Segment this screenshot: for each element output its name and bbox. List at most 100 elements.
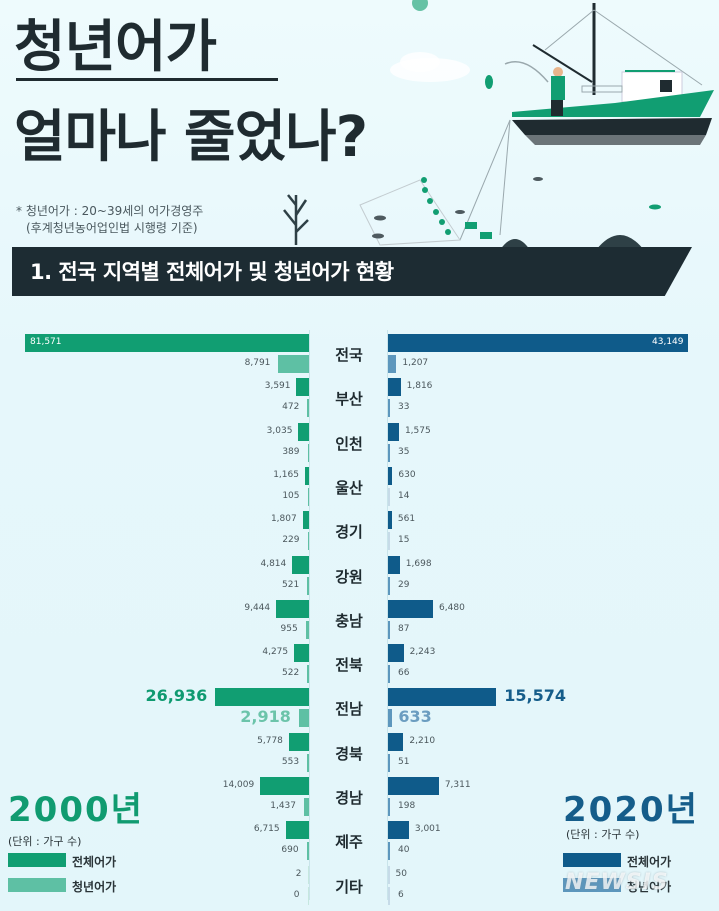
region-label: 강원	[335, 567, 363, 586]
bar-2020-youth	[388, 399, 390, 418]
bar-2000-youth	[307, 753, 309, 772]
value-2020-total: 15,574	[504, 686, 567, 706]
value-2000-youth: 0	[293, 889, 300, 900]
region-label: 경기	[335, 523, 363, 542]
bar-2020-youth	[388, 665, 390, 684]
value-2020-total: 630	[398, 469, 416, 480]
value-2000-youth: 105	[282, 490, 300, 501]
bar-2000-youth	[305, 620, 309, 639]
bar-2000-total	[302, 511, 309, 530]
value-2020-youth: 1,207	[402, 358, 429, 368]
bar-2020-total	[388, 378, 401, 397]
value-2020-total: 43,149	[652, 337, 684, 347]
bar-2020-youth	[388, 842, 390, 861]
value-2000-total: 9,444	[244, 602, 271, 613]
bar-2000-total	[292, 555, 309, 574]
value-2000-youth: 690	[281, 845, 299, 856]
bar-2000-total	[304, 466, 309, 485]
value-2000-youth: 229	[282, 535, 300, 546]
chart-row: 4,814 521 1,698 29 강원	[0, 555, 719, 600]
bar-2020-youth	[388, 753, 390, 772]
bar-2020-total	[388, 422, 399, 441]
bar-2020-total	[388, 511, 392, 530]
value-2000-total: 6,715	[253, 824, 280, 835]
region-label: 충남	[335, 611, 363, 630]
region-label: 경남	[335, 789, 363, 807]
bar-2020-youth	[388, 487, 390, 506]
bar-2020-youth	[388, 355, 397, 373]
bar-2000-youth	[307, 665, 309, 684]
chart-row: 2 0 50 6 기타	[0, 865, 719, 910]
legend-swatch-total-2020	[563, 853, 621, 867]
region-label: 전국	[335, 346, 363, 364]
value-2000-total: 4,275	[262, 647, 289, 658]
value-2020-total: 1,575	[404, 425, 431, 436]
bar-2020-total	[388, 466, 393, 485]
region-label: 부산	[335, 390, 363, 409]
value-2020-total: 2,243	[409, 647, 436, 658]
value-2020-youth: 35	[398, 446, 410, 457]
bar-2000-youth	[307, 399, 309, 418]
footnote-line1: * 청년어가 : 20~39세의 어가경영주	[16, 204, 204, 218]
bar-2020-total	[388, 555, 400, 574]
value-2000-youth: 522	[282, 668, 300, 679]
legend-swatch-youth-2000	[8, 878, 66, 892]
value-2020-youth: 87	[398, 623, 410, 634]
bar-2000-total	[296, 378, 309, 397]
value-2000-total: 1,807	[270, 514, 297, 525]
region-label: 전북	[335, 656, 363, 675]
region-label: 경북	[335, 744, 363, 763]
region-label: 기타	[335, 877, 363, 896]
bar-2000-youth	[278, 355, 309, 373]
value-2020-total: 50	[395, 868, 407, 879]
bar-2020-total	[388, 821, 409, 840]
bar-2000-youth	[307, 487, 309, 506]
bar-2000-total	[288, 732, 309, 751]
year-2020-label: 2020년	[563, 790, 699, 830]
bar-2020-youth	[388, 443, 390, 462]
title-line2: 얼마나 줄었나?	[14, 105, 368, 170]
chart-row: 14,009 1,437 7,311 198 경남	[0, 777, 719, 821]
legend-label-total-2000: 전체어가	[72, 855, 117, 869]
value-2020-total: 6,480	[439, 602, 465, 613]
bar-2020-youth	[388, 709, 393, 728]
value-2020-total: 1,698	[405, 558, 432, 569]
value-2020-youth: 6	[398, 889, 404, 900]
title-divider	[16, 78, 278, 81]
value-2000-total: 3,035	[266, 425, 293, 436]
bar-2020-total	[388, 644, 404, 663]
bar-2000-youth	[306, 842, 309, 861]
value-2000-total: 4,814	[260, 558, 287, 569]
value-2000-total: 2	[295, 868, 302, 879]
bar-2020-total	[388, 865, 390, 884]
year-2000-label: 2000년	[8, 790, 144, 830]
chart-row: 5,778 553 2,210 51 경북	[0, 732, 719, 777]
value-2000-total: 26,936	[145, 686, 208, 706]
section-title: 1. 전국 지역별 전체어가 및 청년어가 현황	[30, 260, 394, 284]
bar-2000-total	[276, 599, 309, 618]
bar-2000-youth	[298, 709, 309, 728]
unit-right: (단위 : 가구 수)	[566, 828, 640, 841]
value-2000-youth: 1,437	[270, 801, 296, 811]
value-2020-youth: 198	[398, 801, 416, 811]
chart-row: 1,165 105 630 14 울산	[0, 466, 719, 511]
chart-row: 4,275 522 2,243 66 전북	[0, 644, 719, 688]
value-2000-youth: 472	[282, 402, 300, 413]
value-2000-total: 81,571	[30, 337, 62, 347]
bar-2000-total	[307, 865, 309, 884]
bar-2020-youth	[388, 576, 390, 595]
bar-2000-total	[294, 644, 309, 663]
bar-2020-total	[388, 599, 434, 618]
value-2000-total: 1,165	[273, 469, 299, 480]
legend-label-youth-2000: 청년어가	[72, 880, 117, 894]
value-2020-youth: 33	[398, 402, 410, 413]
legend-swatch-total-2000	[8, 853, 66, 867]
footnote-line2: (후계청년농어업인법 시행령 기준)	[26, 221, 198, 235]
section-banner	[12, 247, 692, 296]
value-2000-total: 14,009	[222, 780, 255, 790]
region-label: 울산	[335, 478, 363, 497]
bar-2000-total	[260, 777, 309, 795]
region-label: 전남	[335, 700, 363, 719]
value-2020-youth: 15	[398, 535, 410, 546]
